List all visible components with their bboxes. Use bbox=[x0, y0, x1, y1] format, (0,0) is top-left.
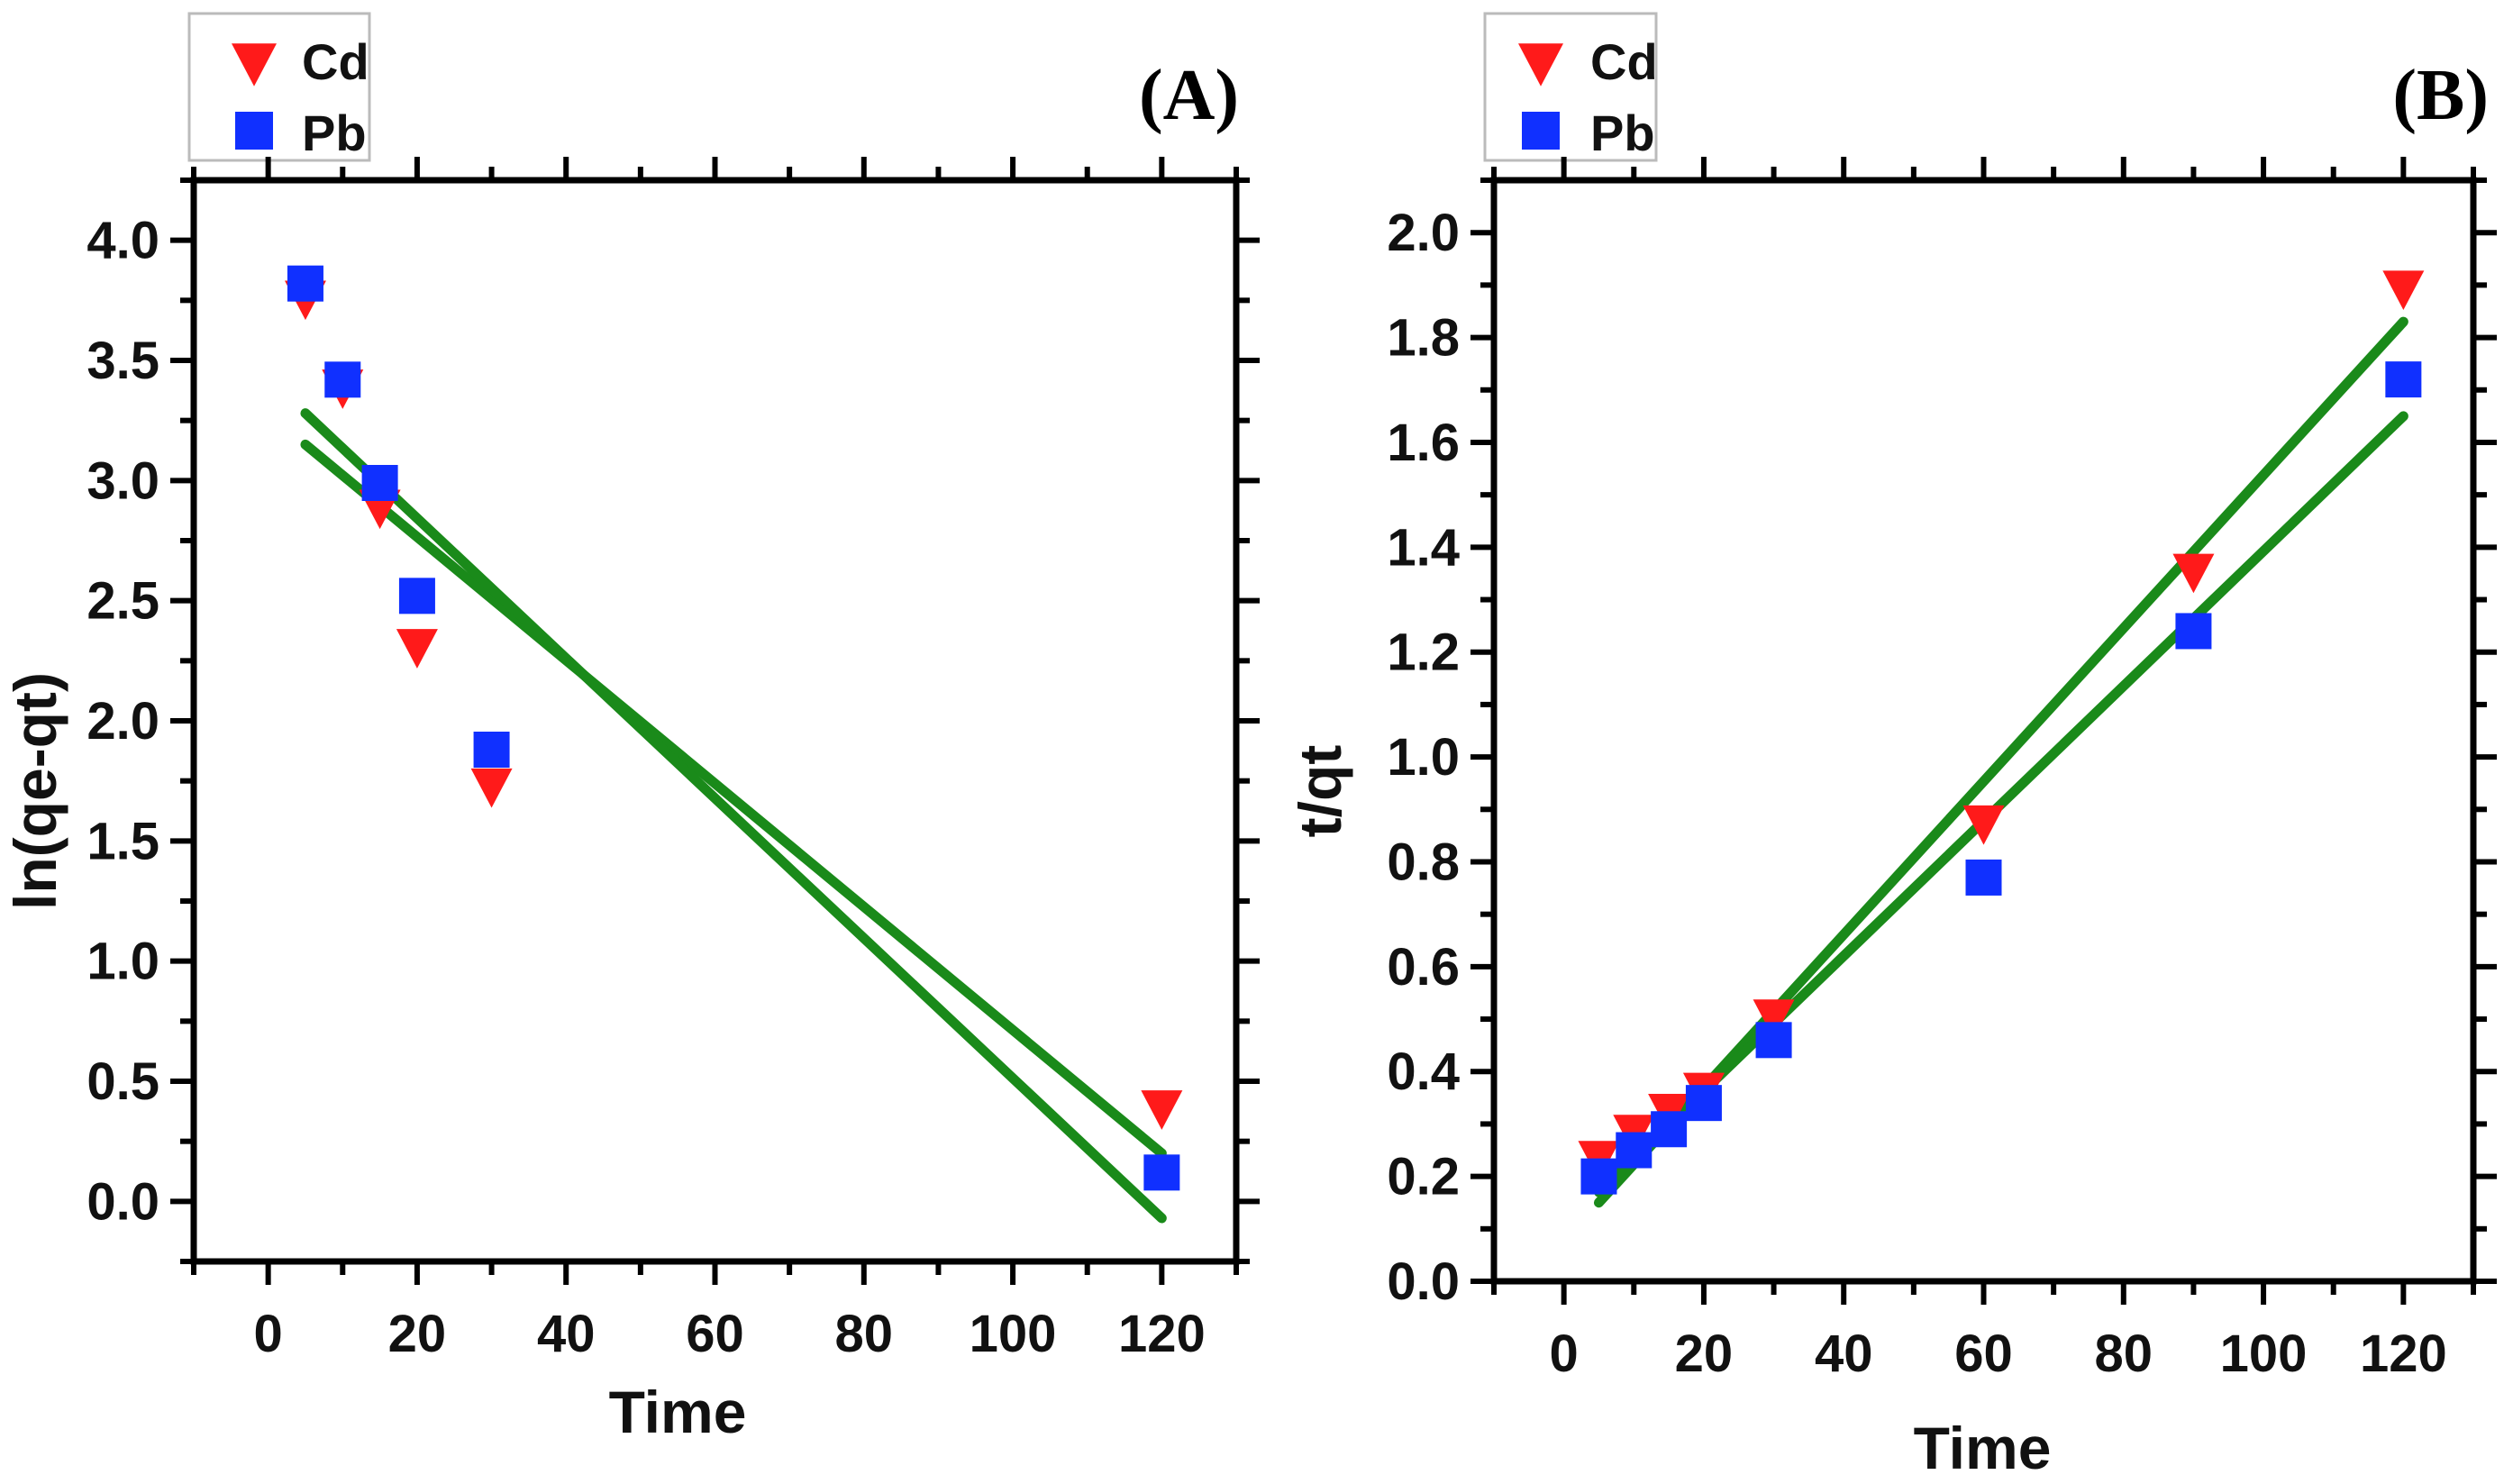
data-point-cd-a bbox=[396, 629, 438, 669]
data-point-pb-a bbox=[287, 265, 323, 302]
data-point-pb-b bbox=[2385, 361, 2422, 398]
x-tick-label-b: 20 bbox=[1675, 1325, 1734, 1383]
data-point-cd-b bbox=[2382, 270, 2425, 311]
legend-label-cd-a: Cd bbox=[302, 33, 369, 90]
y-tick-label-a: 1.0 bbox=[86, 933, 159, 991]
y-tick-label-a: 3.5 bbox=[86, 332, 159, 390]
y-tick-label-b: 1.6 bbox=[1387, 414, 1460, 472]
fit-line-pb-b bbox=[1593, 411, 2408, 1197]
data-point-pb-b bbox=[1651, 1111, 1688, 1148]
y-tick-label-a: 0.5 bbox=[86, 1052, 159, 1111]
data-point-pb-a bbox=[361, 465, 398, 501]
fit-line-cd-a bbox=[300, 439, 1167, 1159]
x-tick-label-a: 60 bbox=[686, 1305, 744, 1363]
y-tick-label-b: 1.0 bbox=[1387, 728, 1460, 787]
data-point-cd-b bbox=[1962, 805, 2005, 845]
y-tick-label-a: 4.0 bbox=[86, 212, 159, 270]
data-point-cd-a bbox=[1141, 1090, 1183, 1130]
data-point-pb-b bbox=[1580, 1158, 1617, 1195]
y-tick-label-a: 3.0 bbox=[86, 451, 159, 510]
x-tick-label-b: 60 bbox=[1954, 1325, 2013, 1383]
data-point-cd-b bbox=[2172, 553, 2215, 594]
y-tick-label-b: 1.2 bbox=[1387, 624, 1460, 682]
x-tick-label-a: 80 bbox=[835, 1305, 894, 1363]
y-tick-label-a: 0.0 bbox=[86, 1172, 159, 1231]
panel-a: (A) Cd Pb Time ln(qe-qt) 0 20 40 60 80 100 120… bbox=[2, 12, 1260, 1445]
data-point-pb-a bbox=[473, 732, 510, 768]
legend-box-b bbox=[1483, 12, 1658, 162]
data-point-pb-b bbox=[1616, 1132, 1653, 1169]
y-tick-label-b: 0.0 bbox=[1387, 1252, 1460, 1311]
y-axis-title-b: t/qt bbox=[1287, 745, 1353, 838]
y-tick-label-a: 1.5 bbox=[86, 812, 159, 870]
x-axis-title-a: Time bbox=[609, 1379, 747, 1445]
x-tick-label-a: 120 bbox=[1118, 1305, 1206, 1363]
x-tick-label-b: 120 bbox=[2360, 1325, 2447, 1383]
panel-label-b: (B) bbox=[2392, 56, 2489, 135]
data-point-pb-a bbox=[1143, 1154, 1180, 1191]
panel-label-a: (A) bbox=[1139, 56, 1239, 135]
legend-marker-cd-a bbox=[232, 43, 277, 86]
data-point-cd-b bbox=[1753, 999, 1795, 1039]
data-point-pb-b bbox=[1965, 859, 2002, 896]
legend-label-cd-b: Cd bbox=[1590, 33, 1658, 90]
y-tick-label-a: 2.0 bbox=[86, 692, 159, 751]
y-tick-label-b: 0.6 bbox=[1387, 938, 1460, 997]
x-tick-label-a: 0 bbox=[254, 1305, 283, 1363]
legend-label-pb-b: Pb bbox=[1590, 105, 1655, 161]
data-point-pb-a bbox=[324, 361, 361, 398]
y-tick-label-a: 2.5 bbox=[86, 572, 159, 631]
y-tick-label-b: 0.8 bbox=[1387, 833, 1460, 891]
data-point-pb-b bbox=[1755, 1022, 1792, 1059]
y-tick-label-b: 0.2 bbox=[1387, 1148, 1460, 1206]
x-axis-title-b: Time bbox=[1914, 1415, 2052, 1481]
fit-line-cd-b bbox=[1593, 316, 2408, 1208]
data-point-pb-b bbox=[1685, 1085, 1722, 1122]
y-tick-label-b: 1.4 bbox=[1387, 518, 1460, 577]
x-tick-label-a: 100 bbox=[970, 1305, 1057, 1363]
legend-marker-cd-b bbox=[1518, 43, 1563, 86]
y-tick-label-b: 1.8 bbox=[1387, 309, 1460, 368]
legend-marker-pb-a bbox=[235, 112, 273, 150]
legend-marker-pb-b bbox=[1522, 112, 1560, 150]
plot-frame-a bbox=[190, 177, 1240, 1265]
panel-b: (B) Cd Pb Time t/qt 0 20 40 60 80 100 120 0.0 0.… bbox=[1287, 12, 2497, 1481]
fit-line-pb-a bbox=[300, 408, 1167, 1224]
legend-box-a bbox=[187, 12, 371, 162]
x-tick-label-b: 80 bbox=[2095, 1325, 2153, 1383]
data-point-cd-a bbox=[470, 768, 513, 808]
y-tick-label-b: 2.0 bbox=[1387, 204, 1460, 262]
x-tick-label-b: 40 bbox=[1815, 1325, 1873, 1383]
x-tick-label-b: 0 bbox=[1550, 1325, 1579, 1383]
legend-label-pb-a: Pb bbox=[302, 105, 367, 161]
x-tick-label-a: 40 bbox=[537, 1305, 596, 1363]
x-tick-label-b: 100 bbox=[2220, 1325, 2308, 1383]
y-axis-title-a: ln(qe-qt) bbox=[2, 672, 68, 910]
x-tick-label-a: 20 bbox=[388, 1305, 447, 1363]
data-point-pb-a bbox=[398, 578, 435, 615]
data-point-pb-b bbox=[2175, 613, 2212, 650]
y-tick-label-b: 0.4 bbox=[1387, 1042, 1460, 1101]
